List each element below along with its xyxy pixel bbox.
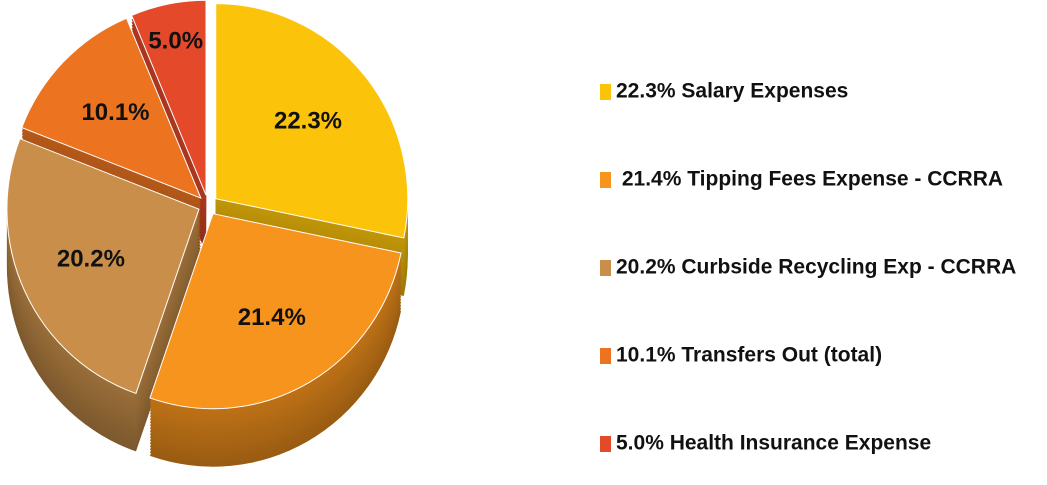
slice [215,3,409,239]
data-label: 21.4% [238,304,306,331]
slice [131,0,207,196]
legend-label: 22.3% Salary Expenses [616,80,848,103]
legend-swatch [600,84,611,100]
legend-label: 21.4% Tipping Fees Expense - CCRRA [616,168,1003,191]
slice [6,138,200,395]
slice [21,17,202,199]
legend-swatch [600,436,611,452]
legend-label: 20.2% Curbside Recycling Exp - CCRRA [616,256,1016,279]
legend-swatch [600,172,611,188]
slice [149,213,402,410]
data-label: 10.1% [81,99,149,126]
legend-swatch [600,260,611,276]
legend-label: 10.1% Transfers Out (total) [616,344,882,367]
data-label: 22.3% [274,108,342,135]
legend-swatch [600,348,611,364]
data-label: 20.2% [57,245,125,272]
data-label: 5.0% [148,28,203,55]
legend-label: 5.0% Health Insurance Expense [616,432,931,455]
